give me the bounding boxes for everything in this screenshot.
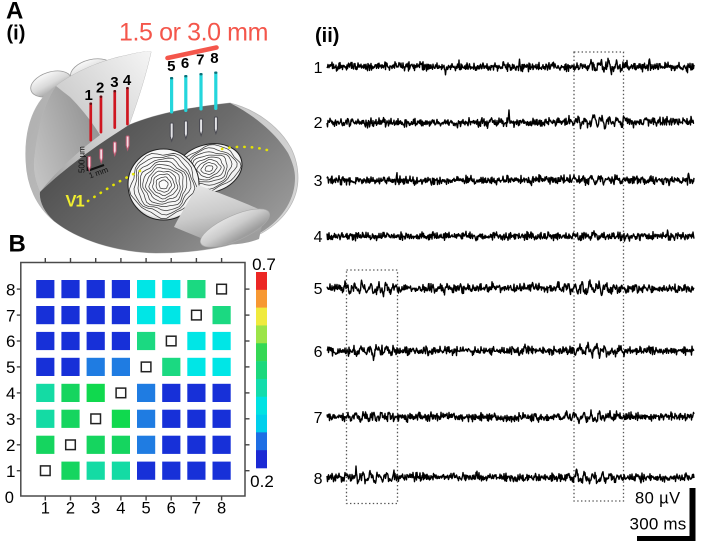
svg-text:7: 7 xyxy=(6,306,15,325)
svg-text:1: 1 xyxy=(85,87,93,104)
svg-text:300 ms: 300 ms xyxy=(630,515,687,534)
svg-text:8: 8 xyxy=(314,471,323,488)
svg-text:0.2: 0.2 xyxy=(250,472,274,491)
svg-text:4: 4 xyxy=(116,500,125,518)
svg-text:7: 7 xyxy=(196,52,204,69)
svg-text:4: 4 xyxy=(123,72,132,89)
svg-text:4: 4 xyxy=(314,229,323,246)
svg-text:5: 5 xyxy=(142,500,151,518)
svg-text:3: 3 xyxy=(314,173,323,190)
svg-text:3: 3 xyxy=(6,410,15,429)
svg-text:B: B xyxy=(9,231,26,258)
svg-text:5: 5 xyxy=(314,281,323,298)
svg-text:6: 6 xyxy=(167,500,176,518)
svg-text:8: 8 xyxy=(6,280,15,299)
svg-text:8: 8 xyxy=(217,500,226,518)
svg-text:7: 7 xyxy=(314,410,323,427)
svg-text:0.7: 0.7 xyxy=(252,255,276,274)
svg-text:0: 0 xyxy=(5,489,14,507)
svg-text:5: 5 xyxy=(167,58,175,75)
svg-text:(i): (i) xyxy=(7,23,26,45)
svg-text:2: 2 xyxy=(6,436,15,455)
svg-text:3: 3 xyxy=(110,74,118,91)
svg-text:6: 6 xyxy=(314,344,323,361)
svg-text:V1: V1 xyxy=(66,193,85,211)
svg-text:2: 2 xyxy=(66,500,75,518)
svg-text:2: 2 xyxy=(314,115,323,132)
svg-text:(ii): (ii) xyxy=(315,25,339,47)
svg-text:6: 6 xyxy=(181,55,189,72)
svg-text:1: 1 xyxy=(6,462,15,481)
svg-text:1: 1 xyxy=(314,60,323,77)
svg-text:80 µV: 80 µV xyxy=(635,490,680,508)
svg-text:3: 3 xyxy=(91,500,100,518)
svg-text:500 µm: 500 µm xyxy=(78,146,87,173)
svg-text:4: 4 xyxy=(6,384,15,403)
svg-text:8: 8 xyxy=(210,50,218,67)
svg-text:A: A xyxy=(6,0,23,25)
svg-text:7: 7 xyxy=(192,500,201,518)
svg-text:5: 5 xyxy=(6,358,15,377)
svg-text:2: 2 xyxy=(96,80,104,97)
svg-text:1.5 or 3.0 mm: 1.5 or 3.0 mm xyxy=(119,19,268,47)
svg-text:6: 6 xyxy=(6,332,15,351)
svg-text:1: 1 xyxy=(41,500,50,518)
